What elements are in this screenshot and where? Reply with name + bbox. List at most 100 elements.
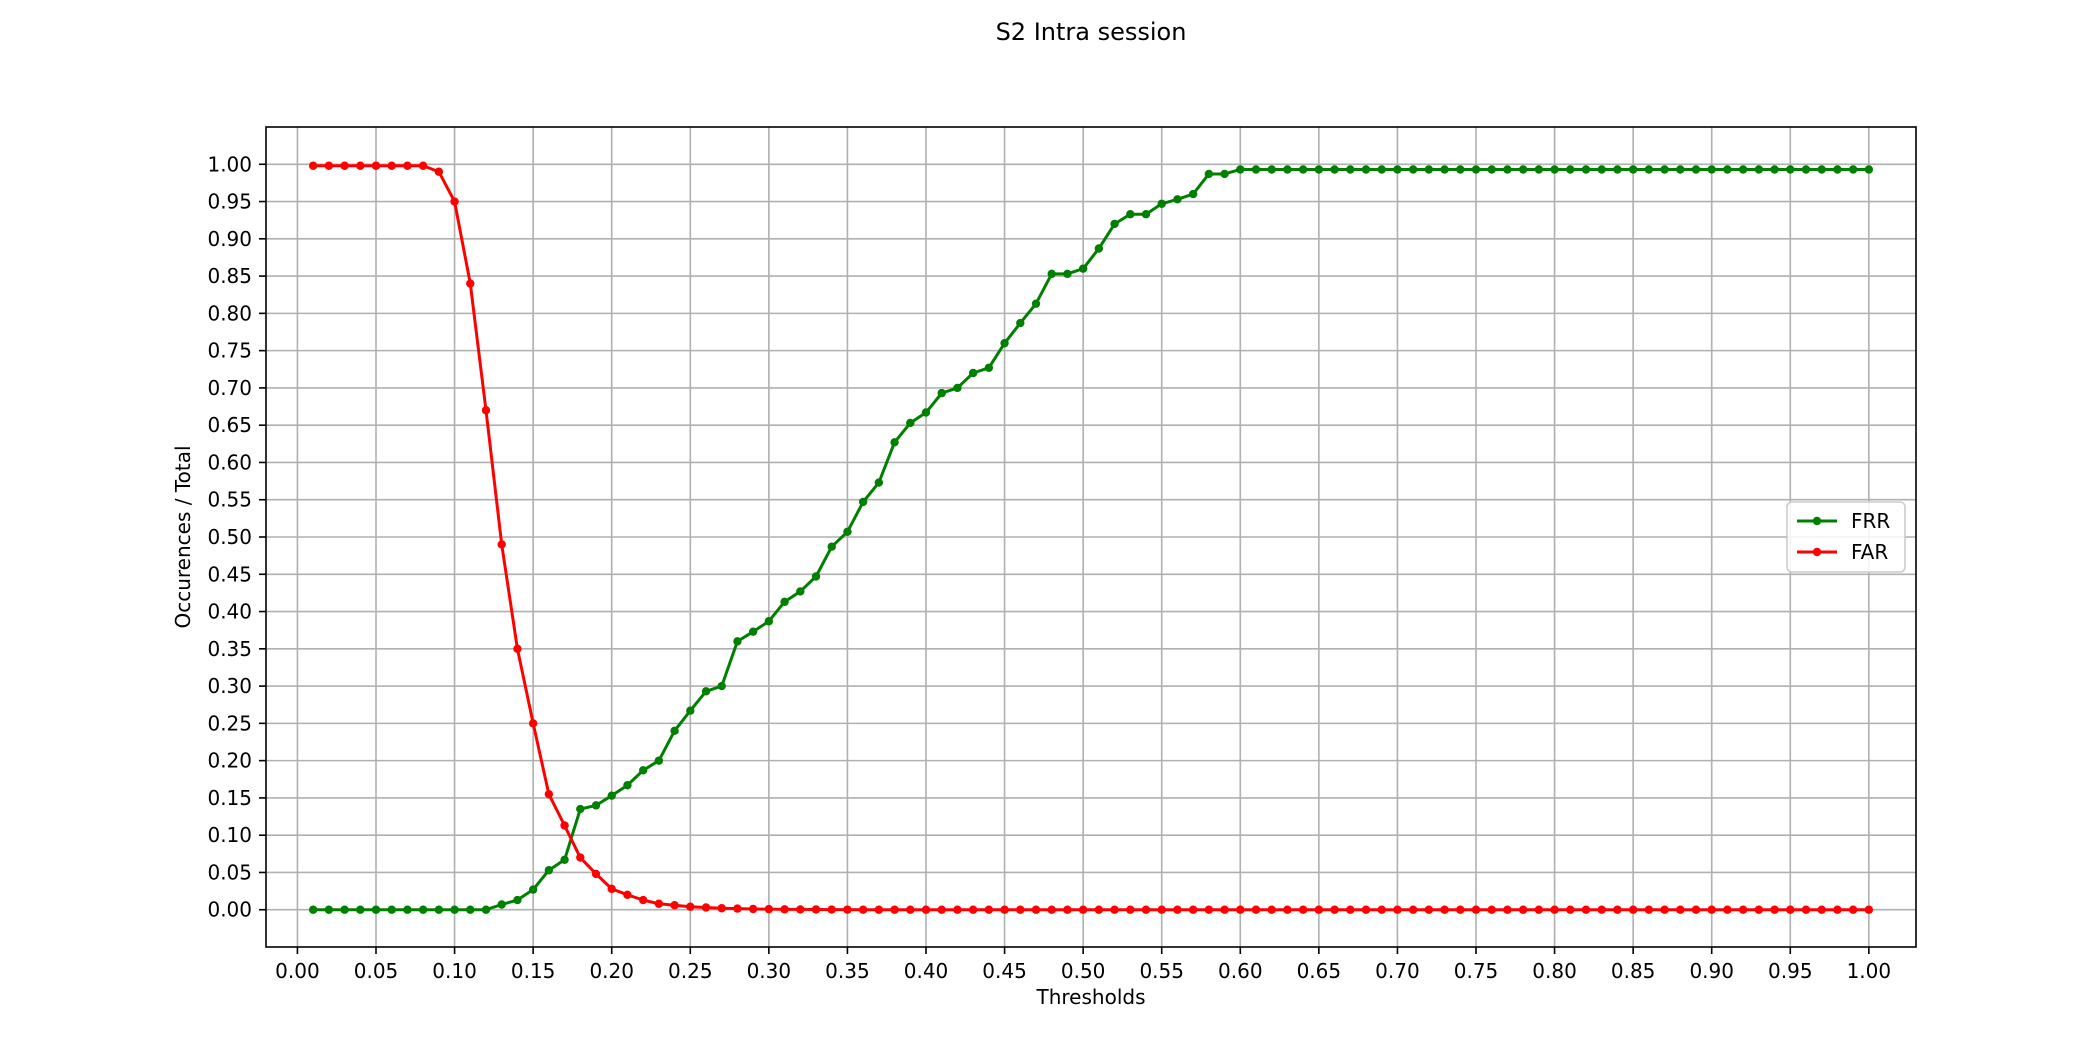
- y-tick-label: 1.00: [207, 152, 252, 176]
- data-point-frr: [1644, 165, 1654, 174]
- data-point-far: [937, 905, 946, 914]
- data-point-far: [607, 884, 616, 894]
- data-point-far: [1377, 905, 1386, 914]
- legend-item-frr: FRR: [1797, 509, 1890, 533]
- x-tick-label: 0.75: [1454, 959, 1499, 983]
- data-point-frr: [1723, 165, 1732, 174]
- tick-layer: 0.00 0.05 0.10 0.15 0.20 0.25 0.30 0.35 0.40 0.45…: [207, 152, 1891, 983]
- grid-layer: [266, 127, 1916, 947]
- series-frr: [308, 165, 1874, 914]
- data-point-far: [1471, 905, 1481, 914]
- data-point-far: [591, 869, 601, 879]
- data-point-far: [811, 905, 821, 914]
- data-point-far: [513, 644, 522, 654]
- data-point-frr: [434, 905, 444, 914]
- data-point-far: [1424, 905, 1434, 914]
- data-point-frr: [1817, 165, 1826, 174]
- data-point-far: [1393, 905, 1402, 914]
- data-point-far: [686, 902, 695, 911]
- data-point-far: [1848, 905, 1858, 914]
- data-point-frr: [1016, 318, 1025, 328]
- data-point-far: [953, 905, 962, 914]
- data-point-far: [1016, 905, 1025, 914]
- y-tick-label: 0.10: [207, 823, 252, 847]
- data-point-frr: [1330, 165, 1339, 174]
- y-tick-label: 0.95: [207, 190, 252, 214]
- data-point-frr: [1848, 165, 1858, 174]
- data-point-frr: [780, 597, 789, 607]
- data-point-far: [654, 899, 664, 908]
- series-far: [308, 161, 1874, 914]
- x-tick-label: 0.05: [354, 959, 399, 983]
- data-point-far: [1754, 905, 1764, 914]
- data-point-frr: [544, 866, 554, 875]
- y-tick-label: 0.60: [207, 450, 252, 474]
- x-tick-label: 0.70: [1375, 959, 1420, 983]
- data-point-frr: [497, 900, 506, 909]
- data-point-frr: [921, 408, 931, 417]
- data-point-frr: [1770, 165, 1779, 174]
- data-point-far: [1550, 905, 1559, 914]
- data-point-far: [1534, 905, 1544, 914]
- data-point-frr: [1251, 165, 1261, 174]
- x-tick-label: 0.50: [1061, 959, 1106, 983]
- y-tick-label: 0.75: [207, 339, 252, 363]
- data-point-frr: [1346, 165, 1355, 174]
- data-point-far: [733, 904, 742, 913]
- data-point-frr: [1361, 165, 1371, 174]
- data-point-far: [1000, 905, 1009, 914]
- data-point-far: [1236, 905, 1245, 914]
- y-tick-label: 0.35: [207, 637, 252, 661]
- data-point-frr: [654, 756, 664, 765]
- data-point-frr: [1660, 165, 1669, 174]
- data-point-frr: [858, 497, 868, 507]
- x-tick-label: 0.45: [982, 959, 1027, 983]
- data-point-far: [1707, 905, 1716, 914]
- data-point-frr: [513, 895, 522, 905]
- data-point-far: [764, 904, 774, 914]
- data-point-frr: [701, 687, 711, 696]
- data-point-frr: [418, 905, 428, 914]
- data-point-far: [1581, 905, 1591, 914]
- data-point-frr: [796, 587, 805, 596]
- data-point-frr: [1676, 165, 1685, 174]
- data-point-far: [356, 161, 365, 170]
- data-point-frr: [1456, 165, 1465, 174]
- y-tick-label: 0.05: [207, 860, 252, 884]
- data-point-far: [387, 161, 396, 170]
- series-layer: [308, 161, 1874, 914]
- data-point-far: [670, 901, 679, 910]
- data-point-far: [1314, 905, 1324, 914]
- data-point-frr: [1597, 165, 1606, 174]
- data-point-far: [1770, 905, 1779, 914]
- data-point-frr: [874, 478, 884, 487]
- data-point-far: [858, 905, 868, 914]
- x-tick-label: 0.55: [1139, 959, 1184, 983]
- data-point-far: [1188, 905, 1198, 914]
- x-tick-label: 0.40: [904, 959, 949, 983]
- data-point-far: [1267, 905, 1276, 914]
- data-point-far: [1031, 905, 1041, 914]
- data-point-frr: [1220, 169, 1229, 179]
- x-tick-label: 0.80: [1532, 959, 1577, 983]
- data-point-far: [466, 279, 475, 288]
- data-point-frr: [1298, 165, 1308, 174]
- y-tick-label: 0.50: [207, 525, 252, 549]
- data-point-frr: [1173, 195, 1182, 204]
- data-point-frr: [906, 418, 915, 428]
- data-point-frr: [1188, 189, 1198, 199]
- data-point-far: [1613, 905, 1622, 914]
- legend-item-far: FAR: [1797, 540, 1888, 564]
- data-point-frr: [324, 905, 334, 914]
- data-point-frr: [340, 905, 349, 914]
- data-point-frr: [1503, 165, 1512, 174]
- data-point-far: [450, 197, 459, 206]
- data-point-far: [1251, 905, 1261, 914]
- data-point-far: [1361, 905, 1371, 914]
- y-axis-label: Occurences / Total: [171, 445, 195, 628]
- data-point-frr: [638, 766, 648, 775]
- data-point-far: [528, 719, 538, 728]
- data-point-far: [843, 905, 852, 914]
- y-tick-label: 0.80: [207, 301, 252, 325]
- y-tick-label: 0.40: [207, 600, 252, 624]
